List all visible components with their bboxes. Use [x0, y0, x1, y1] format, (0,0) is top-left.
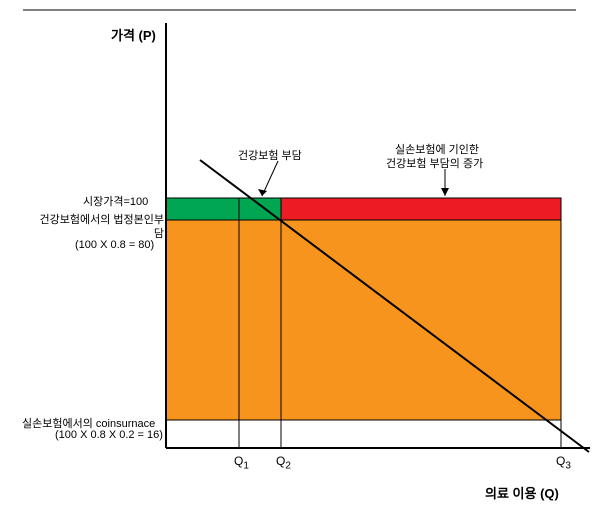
chart-container: 가격 (P) 의료 이용 (Q) 시장가격=100 건강보험에서의 법정본인부 … — [0, 0, 599, 514]
chart-svg — [0, 0, 599, 514]
